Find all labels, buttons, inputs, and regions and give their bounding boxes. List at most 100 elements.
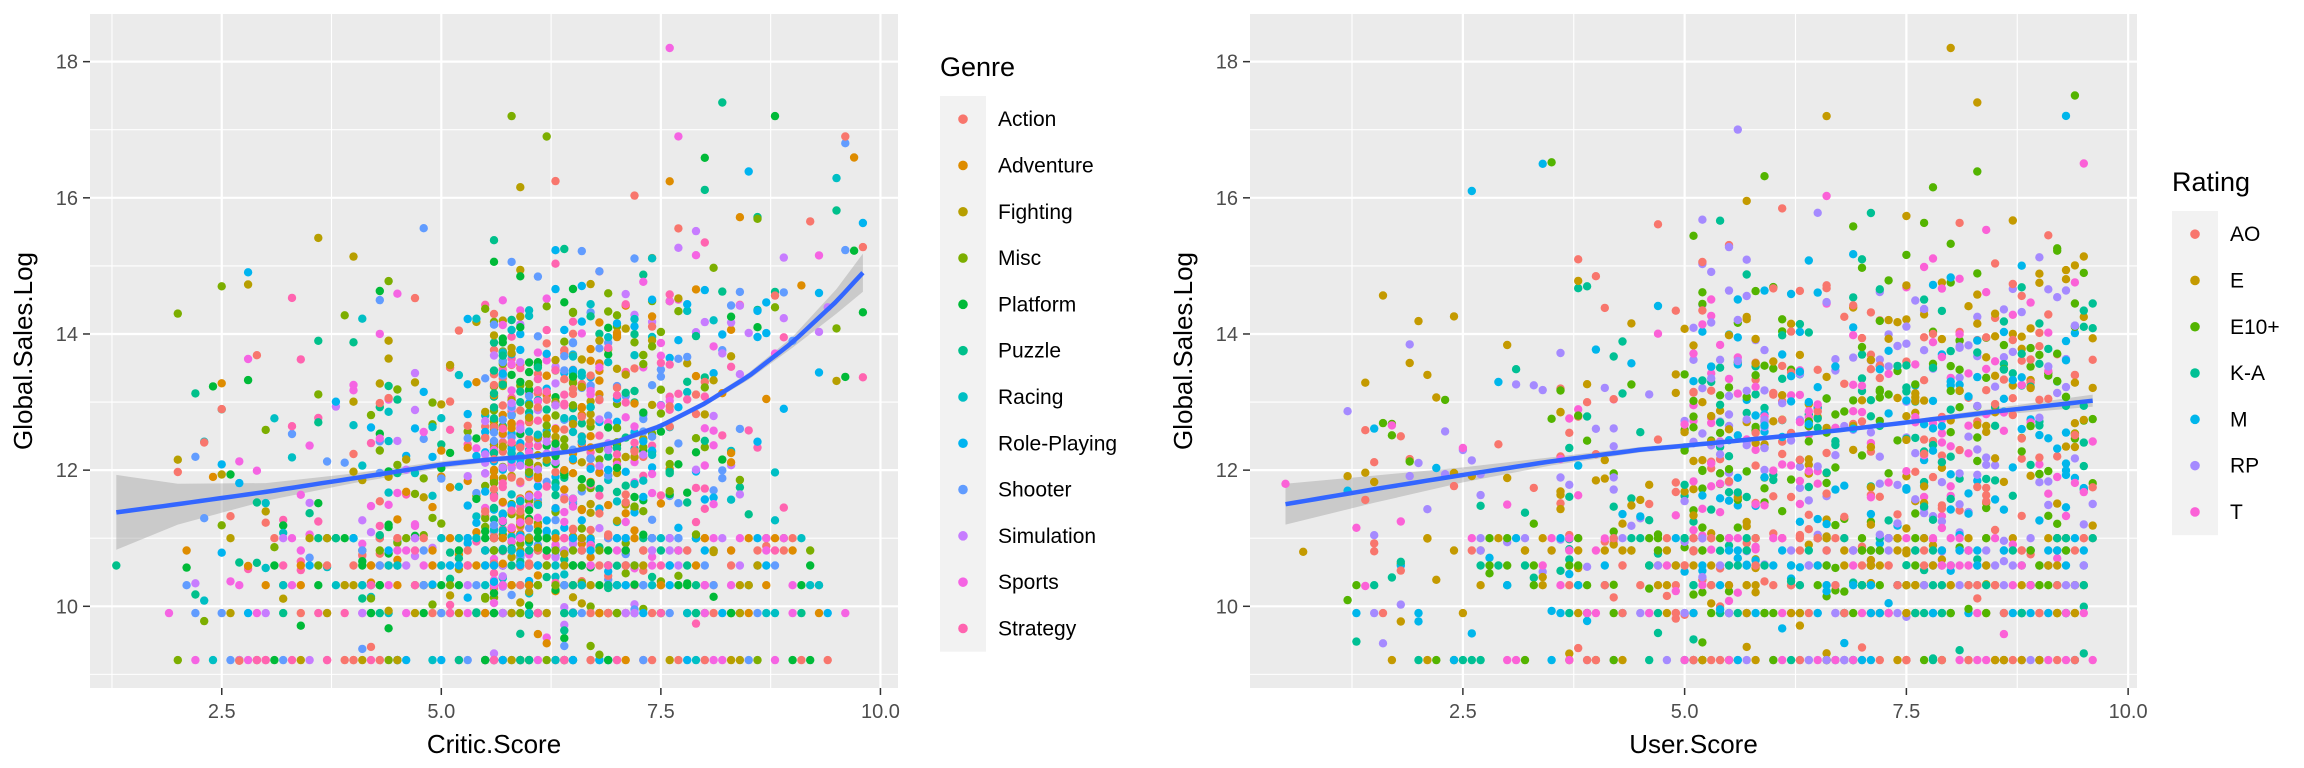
data-point — [560, 390, 569, 399]
data-point — [1760, 286, 1769, 295]
data-point — [419, 493, 428, 502]
data-point — [683, 561, 692, 570]
data-point — [656, 491, 666, 500]
data-point — [1919, 435, 1929, 444]
data-point — [384, 500, 393, 509]
data-point — [683, 488, 692, 497]
data-point — [630, 534, 639, 543]
data-point — [1804, 608, 1814, 618]
data-point — [630, 314, 639, 324]
data-point — [366, 642, 376, 652]
data-point — [1999, 629, 2009, 639]
data-point — [489, 257, 499, 266]
data-point — [1813, 414, 1822, 423]
data-point — [1875, 373, 1885, 383]
data-point — [1884, 334, 1893, 343]
data-point — [1884, 276, 1893, 285]
data-point — [2035, 516, 2044, 525]
data-point — [709, 441, 718, 450]
data-point — [516, 518, 525, 527]
data-point — [1902, 250, 1911, 260]
data-point — [463, 434, 472, 443]
data-point — [691, 530, 701, 539]
data-point — [647, 469, 657, 479]
data-point — [586, 464, 595, 474]
data-point — [1751, 334, 1760, 344]
data-point — [1813, 514, 1822, 524]
data-point — [235, 478, 244, 488]
data-point — [1609, 424, 1618, 433]
data-point — [630, 191, 639, 200]
data-point — [814, 608, 824, 618]
data-point — [1600, 383, 1610, 393]
data-point — [1902, 322, 1911, 331]
data-point — [1937, 655, 1947, 665]
data-point — [1707, 545, 1716, 554]
data-point — [665, 546, 674, 555]
data-point — [2035, 359, 2044, 368]
data-point — [1547, 655, 1556, 665]
data-point — [1405, 457, 1414, 466]
data-point — [639, 351, 648, 360]
data-point — [2061, 356, 2071, 365]
data-point — [226, 534, 235, 543]
data-point — [1760, 361, 1769, 370]
data-point — [1875, 316, 1885, 326]
data-point — [507, 419, 516, 428]
data-point — [647, 400, 657, 410]
legend-key-point — [958, 623, 968, 634]
data-point — [1378, 608, 1388, 618]
data-point — [744, 655, 753, 665]
x-tick-label: 10.0 — [861, 701, 900, 723]
data-point — [1485, 553, 1494, 562]
data-point — [762, 561, 771, 570]
data-point — [1485, 561, 1494, 570]
data-point — [683, 306, 692, 316]
data-point — [1689, 323, 1698, 332]
data-point — [1352, 523, 1361, 532]
data-point — [1849, 581, 1858, 590]
data-point — [744, 608, 753, 618]
data-point — [2070, 655, 2080, 665]
data-point — [1565, 581, 1574, 590]
data-point — [551, 515, 560, 525]
data-point — [674, 546, 683, 555]
data-point — [481, 469, 490, 478]
data-point — [393, 436, 402, 446]
data-point — [1636, 495, 1645, 505]
data-point — [577, 281, 586, 291]
data-point — [1609, 580, 1618, 589]
data-point — [647, 463, 657, 472]
data-point — [1928, 654, 1938, 663]
data-point — [1715, 428, 1725, 438]
data-point — [560, 581, 569, 590]
data-point — [1689, 534, 1698, 543]
data-point — [568, 308, 578, 318]
data-point — [366, 655, 376, 665]
data-point — [1973, 336, 1982, 345]
data-point — [1742, 312, 1751, 322]
data-point — [1937, 517, 1947, 526]
data-point — [779, 534, 788, 543]
data-point — [384, 381, 393, 391]
data-point — [1627, 380, 1636, 389]
data-point — [1875, 385, 1885, 394]
data-point — [1982, 561, 1991, 570]
data-point — [612, 417, 622, 426]
data-point — [507, 473, 516, 482]
data-point — [1760, 484, 1769, 493]
data-point — [1804, 397, 1814, 407]
data-point — [2008, 655, 2018, 665]
legend-label: Puzzle — [998, 340, 1061, 363]
data-point — [1822, 478, 1831, 488]
data-point — [674, 655, 683, 665]
data-point — [2088, 655, 2097, 665]
data-point — [454, 482, 464, 491]
data-point — [1538, 561, 1547, 570]
data-point — [674, 389, 683, 398]
data-point — [1902, 315, 1911, 324]
data-point — [1582, 412, 1592, 421]
legend-label: Action — [998, 108, 1056, 131]
data-point — [1937, 501, 1947, 510]
data-point — [1893, 510, 1902, 519]
